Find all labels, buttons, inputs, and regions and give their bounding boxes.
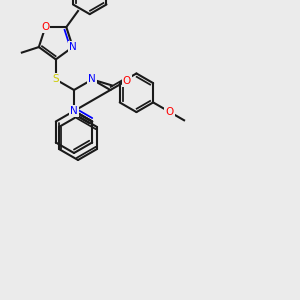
Text: O: O: [123, 76, 131, 85]
Text: O: O: [41, 22, 50, 32]
Text: O: O: [165, 107, 174, 117]
Text: N: N: [88, 74, 96, 85]
Text: S: S: [52, 74, 59, 85]
Text: N: N: [70, 106, 78, 116]
Text: N: N: [69, 42, 77, 52]
